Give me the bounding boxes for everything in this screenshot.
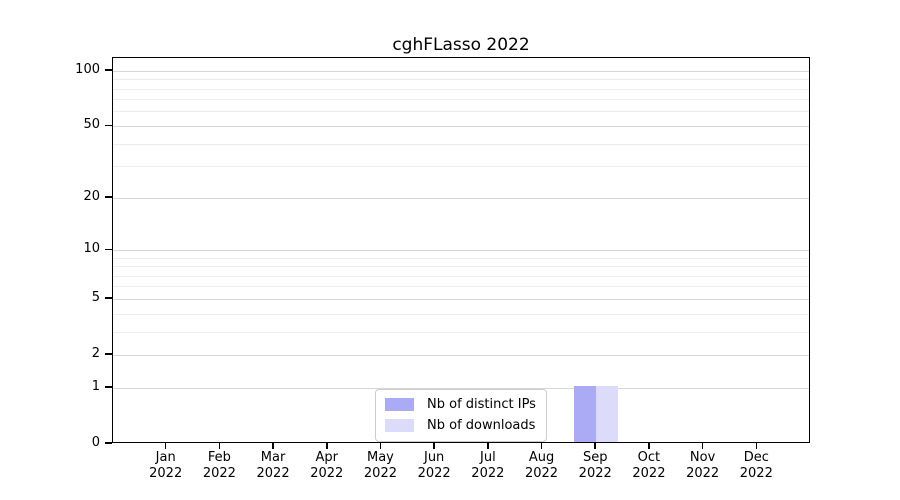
- minor-gridline-90: [113, 79, 809, 81]
- major-gridline-100: [113, 70, 809, 72]
- y-tick-5: [105, 297, 112, 300]
- y-tick-label-100: 100: [75, 62, 100, 78]
- y-tick-50: [105, 124, 112, 127]
- minor-gridline-6: [113, 286, 809, 288]
- legend: Nb of distinct IPs Nb of downloads: [375, 389, 547, 442]
- legend-label-downloads: Nb of downloads: [427, 418, 536, 433]
- x-tick-aug: [540, 443, 543, 449]
- y-tick-label-5: 5: [91, 290, 100, 306]
- legend-row-distinct-ips: Nb of distinct IPs: [385, 397, 536, 412]
- x-tick-label-jun: Jun 2022: [417, 450, 451, 481]
- y-tick-label-20: 20: [83, 189, 100, 205]
- x-tick-may: [379, 443, 382, 449]
- legend-label-distinct-ips: Nb of distinct IPs: [427, 397, 536, 412]
- x-tick-label-sep: Sep 2022: [578, 450, 612, 481]
- x-tick-jan: [164, 443, 167, 449]
- major-gridline-5: [113, 298, 809, 300]
- major-gridline-10: [113, 249, 809, 251]
- y-tick-label-50: 50: [83, 117, 100, 133]
- x-tick-label-apr: Apr 2022: [310, 450, 344, 481]
- y-tick-100: [105, 69, 112, 72]
- minor-gridline-4: [113, 313, 809, 315]
- legend-row-downloads: Nb of downloads: [385, 418, 536, 433]
- x-tick-label-mar: Mar 2022: [256, 450, 290, 481]
- x-tick-label-oct: Oct 2022: [632, 450, 666, 481]
- major-gridline-50: [113, 125, 809, 127]
- minor-gridline-60: [113, 111, 809, 113]
- y-tick-2: [105, 353, 112, 356]
- y-tick-label-2: 2: [91, 346, 100, 362]
- minor-gridline-40: [113, 143, 809, 145]
- x-tick-label-dec: Dec 2022: [739, 450, 773, 481]
- major-gridline-20: [113, 197, 809, 199]
- legend-swatch-distinct-ips: [385, 398, 414, 411]
- y-tick-10: [105, 248, 112, 251]
- minor-gridline-3: [113, 331, 809, 333]
- x-tick-label-jan: Jan 2022: [149, 450, 183, 481]
- x-tick-nov: [701, 443, 704, 449]
- minor-gridline-7: [113, 275, 809, 277]
- x-tick-label-jul: Jul 2022: [471, 450, 505, 481]
- minor-gridline-9: [113, 257, 809, 259]
- legend-swatch-downloads: [385, 419, 414, 432]
- x-tick-label-feb: Feb 2022: [202, 450, 236, 481]
- x-tick-label-nov: Nov 2022: [686, 450, 720, 481]
- x-tick-mar: [272, 443, 274, 449]
- x-tick-feb: [218, 443, 221, 449]
- x-tick-jun: [433, 443, 435, 449]
- major-gridline-1: [113, 387, 809, 389]
- x-tick-dec: [755, 443, 758, 449]
- y-tick-20: [105, 196, 112, 198]
- y-tick-label-10: 10: [83, 241, 100, 257]
- bar-nb-of-downloads-sep: [596, 386, 619, 442]
- x-tick-label-may: May 2022: [363, 450, 397, 481]
- x-tick-label-aug: Aug 2022: [524, 450, 559, 481]
- x-tick-oct: [648, 443, 650, 449]
- y-tick-0: [105, 442, 112, 444]
- x-tick-apr: [325, 443, 328, 449]
- x-tick-jul: [487, 443, 489, 449]
- chart-title: cghFLasso 2022: [392, 35, 530, 55]
- x-tick-sep: [594, 443, 597, 449]
- plot-area: Nb of distinct IPs Nb of downloads: [112, 57, 810, 443]
- bar-nb-of-distinct-ips-sep: [574, 386, 597, 442]
- y-tick-label-1: 1: [91, 379, 100, 395]
- y-tick-label-0: 0: [91, 435, 100, 450]
- y-tick-1: [105, 386, 112, 388]
- minor-gridline-80: [113, 88, 809, 90]
- minor-gridline-70: [113, 99, 809, 101]
- minor-gridline-8: [113, 266, 809, 268]
- minor-gridline-30: [113, 166, 809, 168]
- major-gridline-2: [113, 354, 809, 356]
